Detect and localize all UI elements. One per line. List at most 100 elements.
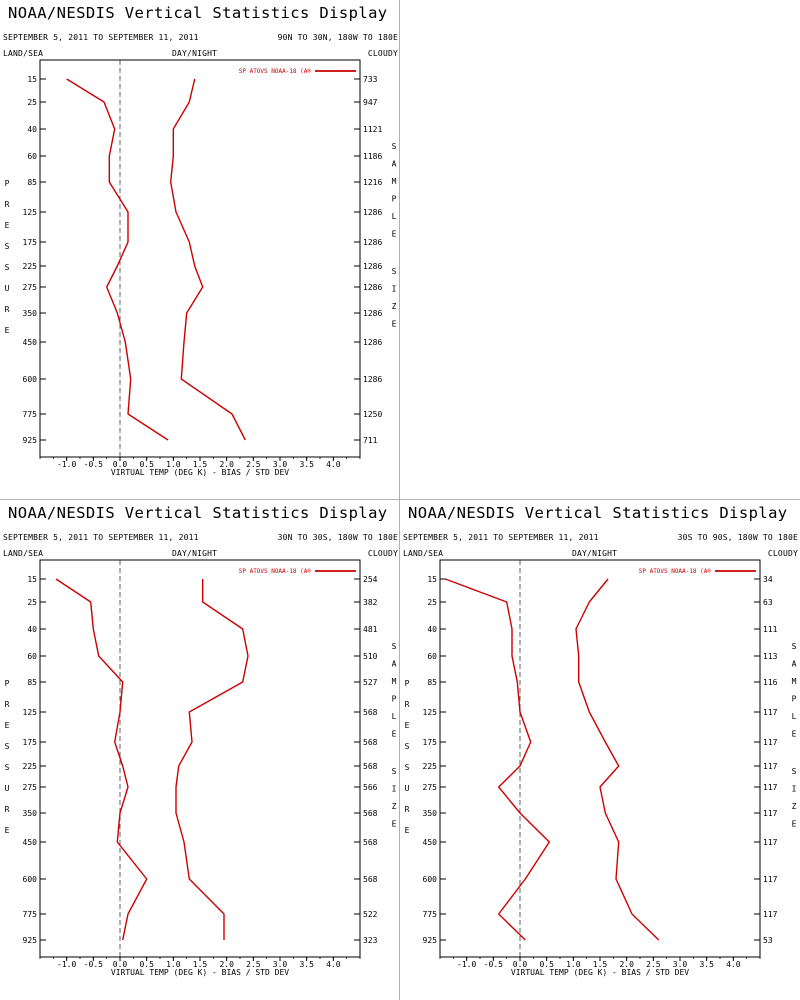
pressure-tick-label: 85 — [427, 678, 437, 687]
y2-axis-label-letter: S — [392, 642, 397, 651]
y2-axis-label-letter: P — [392, 695, 397, 704]
x-tick-label: 1.5 — [593, 960, 608, 969]
sample-size-label: 1286 — [363, 283, 382, 292]
pressure-tick-label: 275 — [23, 283, 38, 292]
y-axis-label-letter: S — [5, 242, 10, 251]
sample-size-label: 510 — [363, 652, 378, 661]
y2-axis-label-letter: Z — [792, 802, 797, 811]
y2-axis-label-letter: E — [392, 820, 397, 829]
sample-size-label: 117 — [763, 809, 778, 818]
x-axis-label: VIRTUAL TEMP (DEG K) - BIAS / STD DEV — [511, 968, 689, 977]
x-tick-label: 3.5 — [299, 960, 314, 969]
sample-size-label: 113 — [763, 652, 778, 661]
pressure-tick-label: 60 — [27, 152, 37, 161]
x-tick-label: 3.0 — [673, 960, 688, 969]
pressure-tick-label: 775 — [423, 910, 438, 919]
y-axis-label-letter: R — [405, 700, 410, 709]
pressure-tick-label: 40 — [427, 625, 437, 634]
series-line-std-dev — [175, 579, 249, 940]
x-tick-label: 1.0 — [566, 960, 581, 969]
pressure-tick-label: 600 — [423, 875, 438, 884]
sample-size-label: 117 — [763, 910, 778, 919]
x-axis-label: VIRTUAL TEMP (DEG K) - BIAS / STD DEV — [111, 968, 289, 977]
y-axis-label-letter: E — [5, 326, 10, 335]
pressure-tick-label: 40 — [27, 625, 37, 634]
x-tick-label: 2.5 — [246, 460, 261, 469]
date-range: SEPTEMBER 5, 2011 TO SEPTEMBER 11, 2011 — [3, 533, 199, 542]
y2-axis-label-letter: A — [392, 660, 397, 669]
pressure-tick-label: 275 — [423, 783, 438, 792]
y-axis-label-letter: S — [5, 763, 10, 772]
y2-axis-label-letter: S — [392, 142, 397, 151]
y-axis-label-letter: R — [405, 805, 410, 814]
x-tick-label: 4.0 — [726, 960, 741, 969]
y2-axis-label-letter: A — [792, 660, 797, 669]
sample-size-label: 1286 — [363, 238, 382, 247]
panel-divider-horizontal — [0, 499, 800, 500]
y-axis-label-letter: U — [5, 784, 10, 793]
profile-plot: 15 34 25 63 40 111 60 113 85 116 125 117 175 117 225 11… — [405, 559, 797, 977]
y2-axis-label-letter: I — [392, 285, 397, 294]
pressure-tick-label: 60 — [27, 652, 37, 661]
x-tick-label: 1.0 — [166, 460, 181, 469]
chart-title: NOAA/NESDIS Vertical Statistics Display — [8, 504, 388, 522]
pressure-tick-label: 925 — [423, 936, 438, 945]
y-axis-label-letter: E — [405, 826, 410, 835]
x-tick-label: 1.5 — [193, 960, 208, 969]
sample-size-label: 117 — [763, 838, 778, 847]
sample-size-label: 1286 — [363, 208, 382, 217]
y-axis-label-letter: P — [405, 679, 410, 688]
x-tick-label: 0.5 — [539, 960, 554, 969]
pressure-tick-label: 350 — [423, 809, 438, 818]
x-tick-label: -1.0 — [57, 960, 76, 969]
y2-axis-label-letter: I — [392, 785, 397, 794]
sample-size-label: 566 — [363, 783, 378, 792]
legend-label: SP ATOVS NOAA-18 (A® — [639, 568, 712, 575]
y-axis-label-letter: E — [5, 826, 10, 835]
plot-frame — [39, 559, 361, 958]
panel-divider-vertical — [399, 0, 400, 1000]
x-tick-label: -0.5 — [84, 960, 103, 969]
pressure-tick-label: 450 — [23, 338, 38, 347]
sample-size-label: 111 — [763, 625, 778, 634]
x-tick-label: 0.5 — [139, 960, 154, 969]
day-night-label: DAY/NIGHT — [572, 549, 618, 558]
sample-size-label: 568 — [363, 762, 378, 771]
x-tick-label: 2.5 — [646, 960, 661, 969]
x-tick-label: 2.5 — [246, 960, 261, 969]
cloudy-label: CLOUDY — [767, 549, 798, 558]
x-tick-label: 3.0 — [273, 960, 288, 969]
sample-size-label: 34 — [763, 575, 773, 584]
pressure-tick-label: 15 — [27, 75, 37, 84]
sample-size-label: 733 — [363, 75, 378, 84]
pressure-tick-label: 85 — [27, 178, 37, 187]
sample-size-label: 1121 — [363, 125, 382, 134]
sample-size-label: 117 — [763, 783, 778, 792]
pressure-tick-label: 450 — [423, 838, 438, 847]
sample-size-label: 1286 — [363, 375, 382, 384]
x-tick-label: -1.0 — [457, 960, 476, 969]
y2-axis-label-letter: Z — [392, 802, 397, 811]
pressure-tick-label: 25 — [27, 98, 37, 107]
y-axis-label-letter: R — [5, 305, 10, 314]
sample-size-label: 568 — [363, 809, 378, 818]
pressure-tick-label: 25 — [427, 598, 437, 607]
x-tick-label: 0.0 — [113, 960, 128, 969]
pressure-tick-label: 925 — [23, 436, 38, 445]
pressure-tick-label: 600 — [23, 875, 38, 884]
chart-panel-tropics: NOAA/NESDIS Vertical Statistics Display … — [0, 500, 400, 1000]
sample-size-label: 527 — [363, 678, 378, 687]
y2-axis-label-letter: S — [792, 767, 797, 776]
sample-size-label: 568 — [363, 838, 378, 847]
profile-plot: 15 733 25 947 40 1121 60 1186 85 1216 125 1286 175 12… — [5, 59, 397, 477]
date-range: SEPTEMBER 5, 2011 TO SEPTEMBER 11, 2011 — [403, 533, 599, 542]
plot-frame — [439, 559, 761, 958]
sample-size-label: 117 — [763, 738, 778, 747]
cloudy-label: CLOUDY — [367, 549, 398, 558]
y-axis-label-letter: U — [5, 284, 10, 293]
pressure-tick-label: 350 — [23, 809, 38, 818]
sample-size-label: 117 — [763, 875, 778, 884]
x-tick-label: 3.5 — [299, 460, 314, 469]
chart-title: NOAA/NESDIS Vertical Statistics Display — [408, 504, 788, 522]
x-axis-label: VIRTUAL TEMP (DEG K) - BIAS / STD DEV — [111, 468, 289, 477]
